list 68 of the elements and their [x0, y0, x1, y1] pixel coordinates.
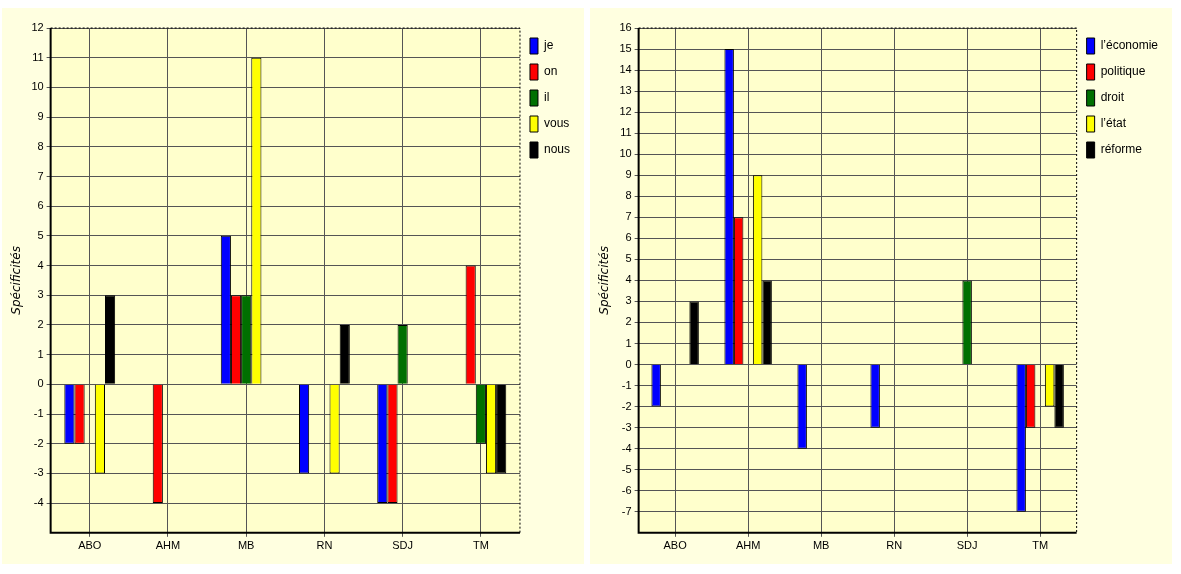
x-tick-label: TM [1032, 539, 1049, 552]
x-tick-label: AHM [155, 539, 181, 552]
y-tick-label: 14 [619, 63, 632, 76]
y-tick-label: -7 [621, 504, 632, 517]
legend-label: réforme [1100, 142, 1143, 157]
x-tick-label: ABO [663, 539, 688, 552]
y-tick-label: 4 [37, 258, 44, 271]
y-tick-label: -2 [621, 399, 632, 412]
y-tick-label: 1 [625, 336, 632, 349]
legend-label: l’économie [1100, 38, 1159, 53]
y-tick-label: 16 [619, 21, 632, 34]
y-tick-label: 10 [31, 80, 44, 93]
y-axis-title: Spécificités [9, 246, 24, 315]
y-axis-title: Spécificités [597, 246, 612, 315]
y-tick-label: 11 [620, 126, 632, 139]
bar [339, 324, 350, 384]
y-tick-label: 11 [32, 50, 44, 63]
y-tick-label: 2 [37, 317, 44, 330]
x-tick-label: AHM [735, 539, 761, 552]
x-tick-label: SDJ [392, 539, 414, 552]
y-tick-label: -2 [33, 436, 44, 449]
y-tick-label: 8 [625, 189, 632, 202]
y-tick-label: 2 [625, 315, 632, 328]
y-tick-label: -3 [621, 420, 632, 433]
x-tick-label: SDJ [956, 539, 978, 552]
y-tick-label: 4 [625, 273, 632, 286]
legend-label: il [543, 90, 550, 105]
y-tick-label: 1 [37, 347, 44, 360]
y-tick-label: 0 [625, 357, 632, 370]
y-tick-label: -5 [621, 462, 632, 475]
y-tick-label: 3 [37, 288, 44, 301]
y-tick-label: 12 [619, 105, 632, 118]
y-tick-label: 7 [625, 210, 632, 223]
y-tick-label: 13 [619, 84, 632, 97]
y-tick-label: 9 [625, 168, 632, 181]
y-tick-label: 5 [37, 228, 44, 241]
y-tick-label: -1 [621, 378, 632, 391]
y-tick-label: 8 [37, 139, 44, 152]
y-tick-label: -3 [33, 466, 44, 479]
x-tick-label: RN [316, 539, 333, 552]
legend-label: je [542, 38, 554, 53]
x-tick-label: MB [237, 539, 255, 552]
y-tick-label: 6 [625, 231, 632, 244]
y-tick-label: 6 [37, 199, 44, 212]
legend-label: vous [543, 116, 570, 131]
y-tick-label: 0 [37, 377, 44, 390]
x-tick-label: ABO [78, 539, 102, 552]
bar [689, 301, 699, 365]
y-tick-label: -1 [33, 407, 44, 420]
legend-label: nous [543, 142, 571, 157]
y-tick-label: 3 [625, 294, 632, 307]
y-tick-label: 7 [37, 169, 44, 182]
y-tick-label: 15 [619, 42, 632, 55]
legend-label: politique [1100, 64, 1146, 79]
x-tick-label: TM [472, 539, 489, 552]
y-tick-label: -6 [621, 483, 632, 496]
y-tick-label: 5 [625, 252, 632, 265]
bar [105, 295, 116, 384]
y-tick-label: 10 [619, 147, 632, 160]
legend-label: droit [1100, 90, 1125, 105]
y-tick-label: 9 [37, 110, 44, 123]
legend-label: on [543, 64, 558, 79]
y-tick-label: -4 [621, 441, 632, 454]
y-tick-label: -4 [33, 496, 44, 509]
y-tick-label: 12 [31, 21, 44, 34]
x-tick-label: RN [886, 539, 903, 552]
legend-label: l’état [1100, 116, 1127, 131]
x-tick-label: MB [812, 539, 830, 552]
